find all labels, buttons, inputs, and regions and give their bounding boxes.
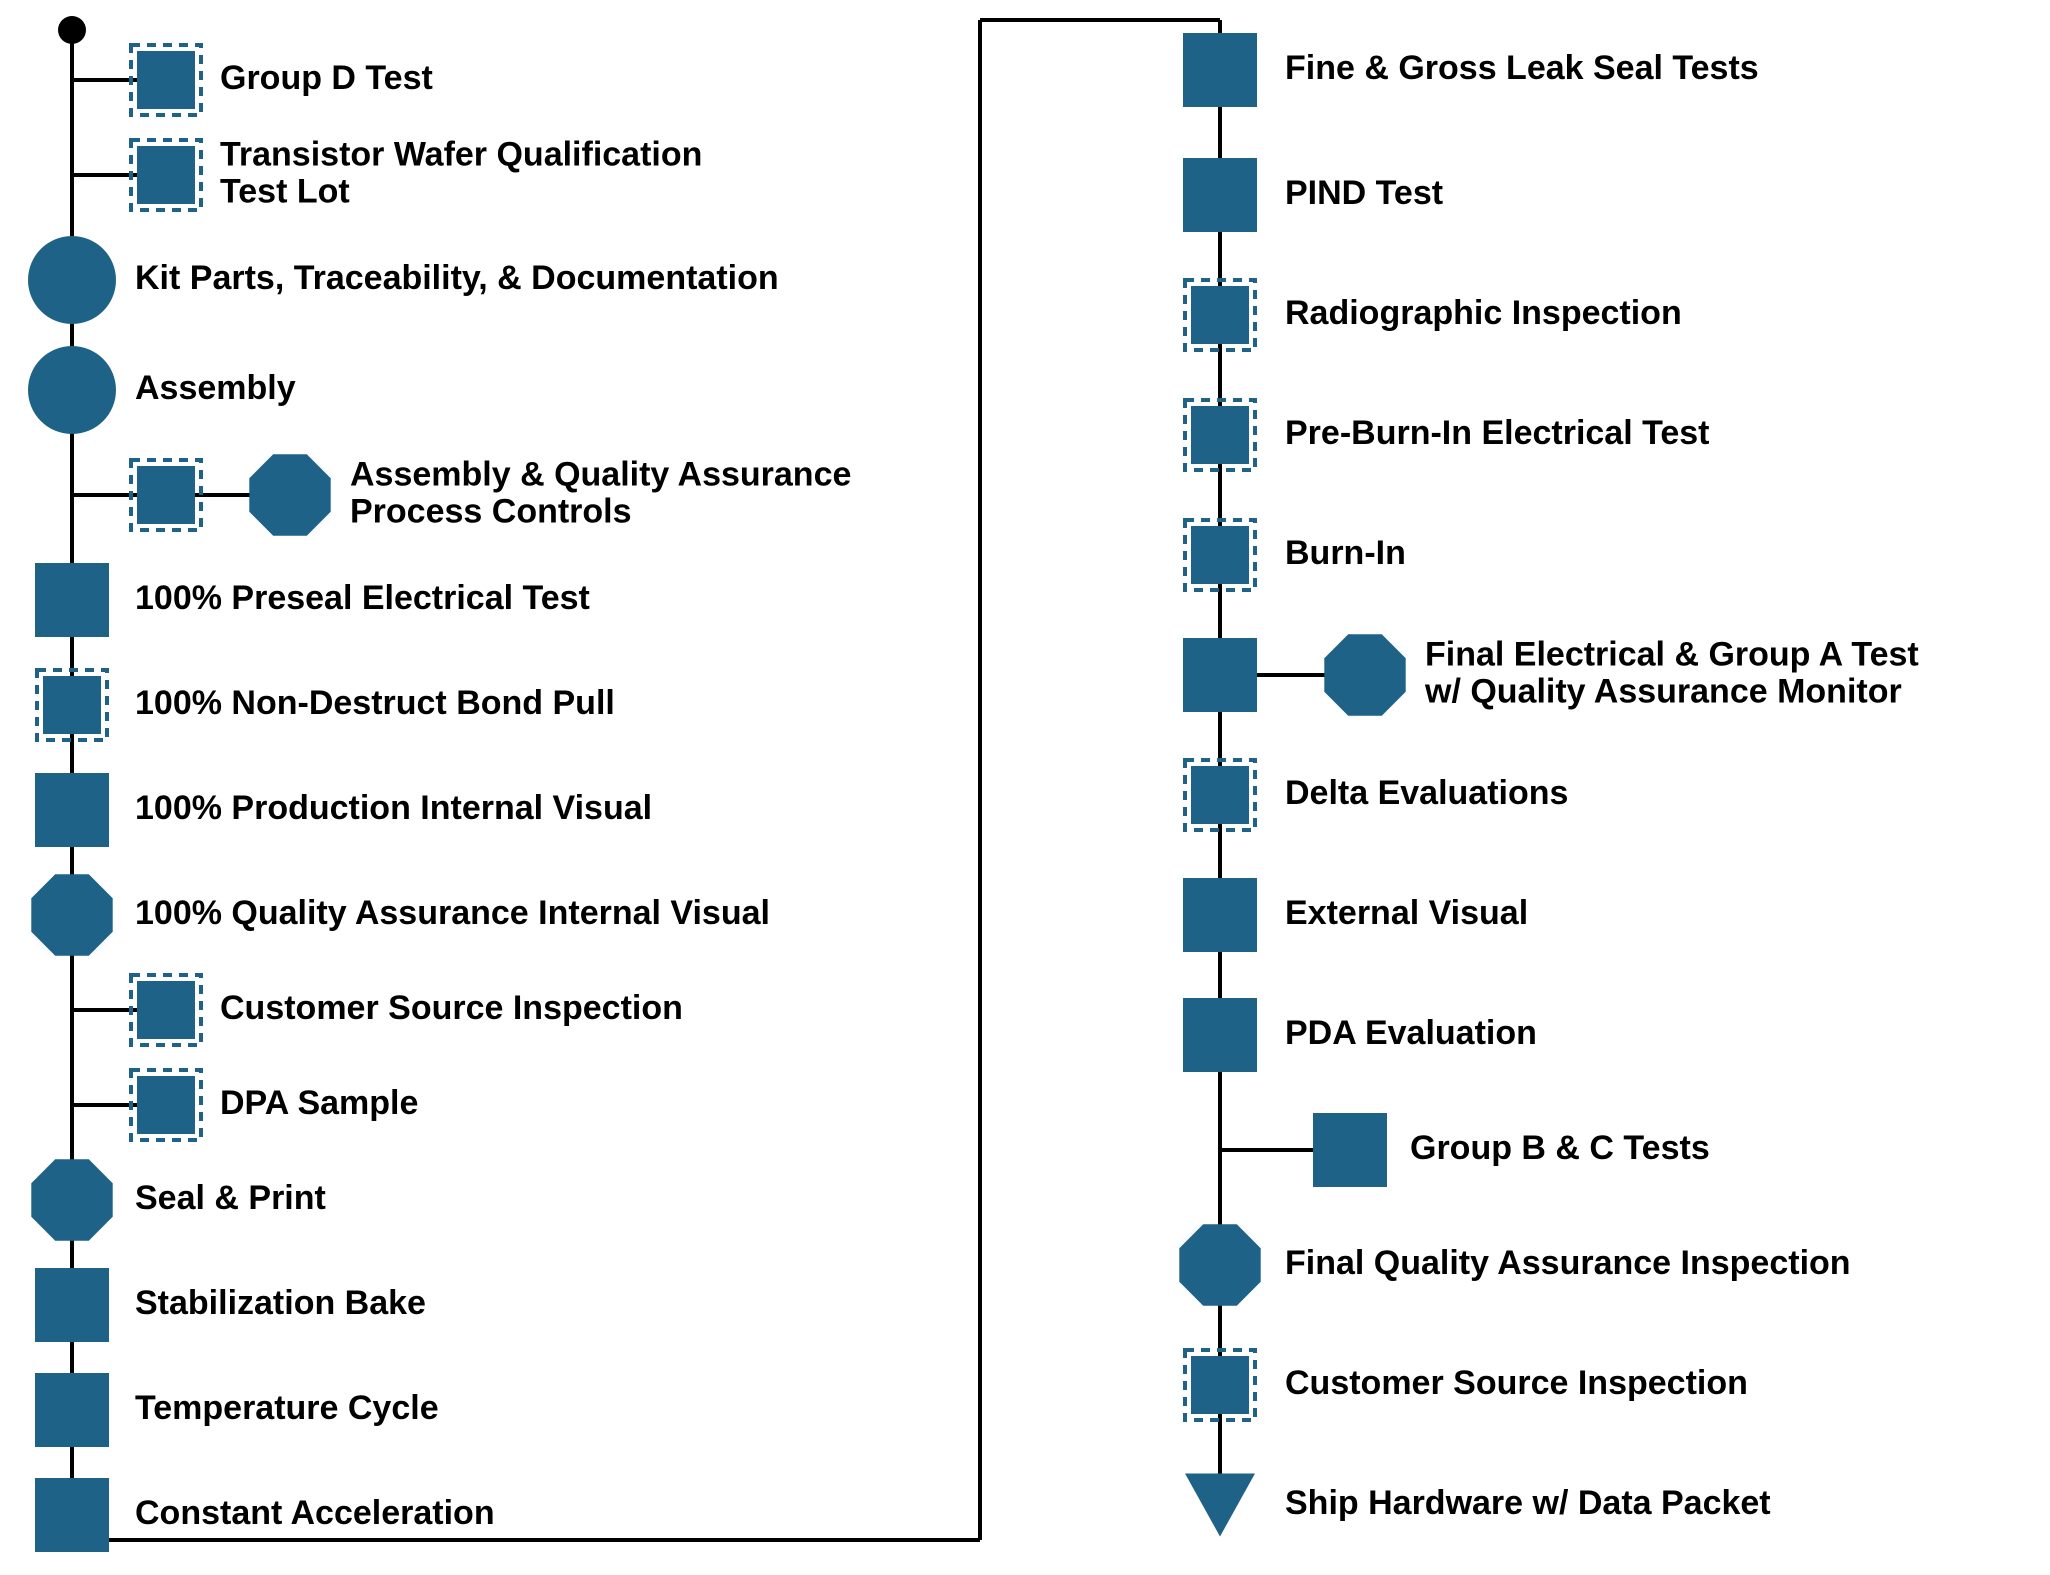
step-label: Constant Acceleration xyxy=(135,1494,495,1532)
step-label: Customer Source Inspection xyxy=(1285,1364,1748,1402)
step-label: 100% Preseal Electrical Test xyxy=(135,579,590,617)
step-label: DPA Sample xyxy=(220,1084,418,1122)
step-label: Assembly & Quality Assurance xyxy=(350,455,851,493)
start-dot xyxy=(58,16,86,44)
step-label: 100% Production Internal Visual xyxy=(135,789,652,827)
step-label: Seal & Print xyxy=(135,1179,326,1217)
step-label: Burn-In xyxy=(1285,534,1406,572)
step-label: w/ Quality Assurance Monitor xyxy=(1424,673,1902,711)
step-label: Assembly xyxy=(135,369,296,407)
step-label: Pre-Burn-In Electrical Test xyxy=(1285,414,1710,452)
step-label: Ship Hardware w/ Data Packet xyxy=(1285,1484,1771,1522)
step-label: PIND Test xyxy=(1285,174,1443,212)
step-label: Final Electrical & Group A Test xyxy=(1425,635,1919,673)
step-label: Final Quality Assurance Inspection xyxy=(1285,1244,1851,1282)
step-label: Process Controls xyxy=(350,493,632,531)
step-label: Temperature Cycle xyxy=(135,1389,439,1427)
process-flow-diagram: Group D Test Transistor Wafer Qualificati… xyxy=(0,0,2050,1575)
step-label: Customer Source Inspection xyxy=(220,989,683,1027)
step-label: Fine & Gross Leak Seal Tests xyxy=(1285,49,1759,87)
step-label: Test Lot xyxy=(220,173,350,211)
step-label: Group D Test xyxy=(220,59,433,97)
step-label: 100% Non-Destruct Bond Pull xyxy=(135,684,615,722)
step-label: Group B & C Tests xyxy=(1410,1129,1710,1167)
step-label: Transistor Wafer Qualification xyxy=(220,135,702,173)
step-label: PDA Evaluation xyxy=(1285,1014,1537,1052)
step-label: External Visual xyxy=(1285,894,1528,932)
step-label: Kit Parts, Traceability, & Documentation xyxy=(135,259,779,297)
step-label: 100% Quality Assurance Internal Visual xyxy=(135,894,770,932)
step-label: Delta Evaluations xyxy=(1285,774,1568,812)
step-label: Stabilization Bake xyxy=(135,1284,426,1322)
step-label: Radiographic Inspection xyxy=(1285,294,1682,332)
